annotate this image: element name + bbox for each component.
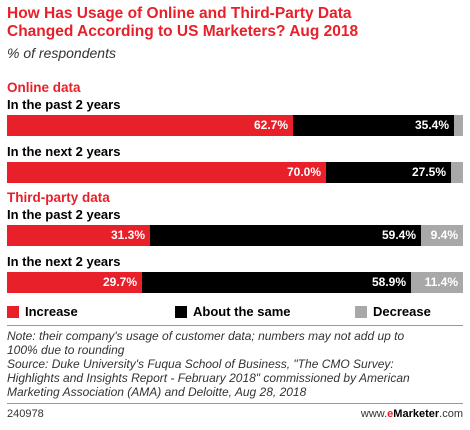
bar-segment-same: 59.4% [150,225,421,246]
row-label-1-0: In the past 2 years [7,207,121,222]
divider-top [7,325,463,326]
data-label-increase: 62.7% [253,118,288,132]
bar-segment-decrease: 9.4% [421,225,463,246]
legend-swatch-increase [7,306,19,318]
bar-segment-increase: 70.0% [7,162,326,183]
bar-0-1: 70.0% 27.5% [7,162,463,183]
data-label-same: 59.4% [381,228,416,242]
legend-label-same: About the same [193,304,291,319]
bar-segment-same: 35.4% [293,115,454,136]
brand-e: e [387,408,394,420]
title-line-2: Changed According to US Marketers? Aug 2… [7,23,359,40]
chart-title: How Has Usage of Online and Third-Party … [7,5,463,41]
bar-segment-same: 58.9% [142,272,411,293]
bar-0-0: 62.7% 35.4% [7,115,463,136]
note-line-1: Note: their company's usage of customer … [7,329,405,343]
bar-1-0: 31.3% 59.4% 9.4% [7,225,463,246]
legend-item-decrease: Decrease [355,304,431,320]
data-label-increase: 29.7% [102,275,137,289]
bar-segment-increase: 29.7% [7,272,142,293]
title-line-1: How Has Usage of Online and Third-Party … [7,5,352,22]
bar-segment-increase: 31.3% [7,225,150,246]
chart-id: 240978 [7,408,44,420]
row-label-1-1: In the next 2 years [7,254,121,269]
footer: 240978 www.eMarketer.com [7,408,463,424]
row-label-0-0: In the past 2 years [7,97,121,112]
group-label-1: Third-party data [7,190,110,205]
group-label-0: Online data [7,80,81,95]
chart-subtitle: % of respondents [7,45,116,61]
note-line-3: Source: Duke University's Fuqua School o… [7,357,394,371]
data-label-same: 27.5% [411,165,446,179]
bar-1-1: 29.7% 58.9% 11.4% [7,272,463,293]
legend-item-same: About the same [175,304,291,320]
brand-link[interactable]: www.eMarketer.com [361,408,463,420]
legend-item-increase: Increase [7,304,78,320]
data-label-decrease: 9.4% [430,228,458,242]
brand-name: Marketer [393,408,440,420]
bar-segment-same: 27.5% [326,162,451,183]
brand-prefix: www. [360,408,388,420]
note-line-4: Highlights and Insights Report - Februar… [7,371,410,385]
legend-swatch-same [175,306,187,318]
bar-segment-decrease: 11.4% [411,272,463,293]
source-note: Note: their company's usage of customer … [7,329,467,399]
bar-segment-decrease [451,162,463,183]
legend-label-decrease: Decrease [373,304,431,319]
legend-label-increase: Increase [25,304,78,319]
bar-segment-decrease [454,115,463,136]
data-label-same: 35.4% [414,118,449,132]
bar-segment-increase: 62.7% [7,115,293,136]
brand-suffix: .com [439,408,463,420]
note-line-2: 100% due to rounding [7,343,125,357]
data-label-increase: 31.3% [110,228,145,242]
data-label-same: 58.9% [371,275,406,289]
row-label-0-1: In the next 2 years [7,144,121,159]
legend: Increase About the same Decrease [7,304,463,320]
note-line-5: Marketing Association (AMA) and Deloitte… [7,385,307,399]
legend-swatch-decrease [355,306,367,318]
data-label-increase: 70.0% [286,165,321,179]
divider-bottom [7,403,463,404]
data-label-decrease: 11.4% [424,275,458,289]
